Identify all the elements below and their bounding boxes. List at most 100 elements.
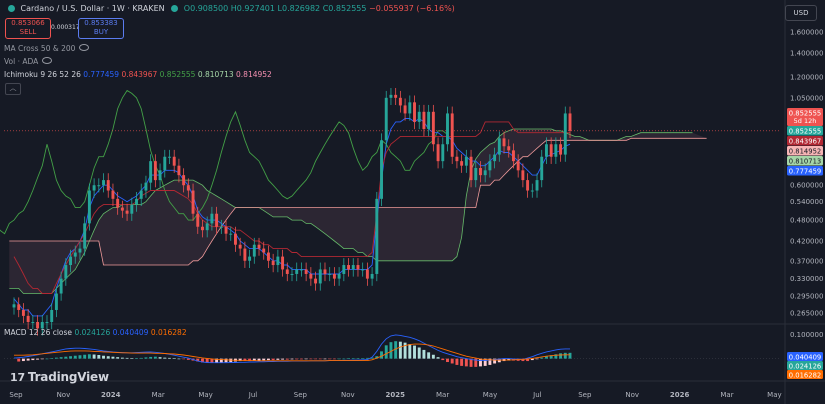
market-open-icon [8, 5, 15, 12]
buy-button[interactable]: 0.853383 BUY [78, 18, 124, 39]
macd-histogram-bar [92, 354, 96, 359]
macd-histogram-bar [281, 358, 285, 360]
y-tick-label: 1.600000 [790, 28, 823, 36]
sell-button[interactable]: 0.853066 SELL [5, 18, 51, 39]
macd-histogram-bar [83, 354, 87, 359]
symbol-title[interactable]: Cardano / U.S. Dollar · 1W · KRAKEN [20, 4, 165, 13]
macd-histogram-bar [210, 358, 214, 363]
ichimoku-legend[interactable]: Ichimoku 9 26 52 26 0.777459 0.843967 0.… [4, 70, 272, 79]
candle-body [446, 113, 449, 145]
x-tick-label: Nov [57, 391, 71, 399]
x-tick-label: Nov [341, 391, 355, 399]
candle-body [441, 144, 445, 162]
macd-histogram-bar [205, 358, 209, 363]
candle-body [554, 144, 558, 157]
candle-body [559, 144, 563, 155]
ohlc-open: O0.908500 [183, 4, 229, 13]
price-label-countdown: 5d 12h [794, 117, 817, 125]
macd-histogram-bar [544, 356, 548, 359]
candle-body [83, 223, 87, 249]
macd-histogram-bar [196, 358, 200, 362]
macd-histogram-bar [135, 358, 138, 359]
candle-body [78, 248, 82, 253]
candle-body [130, 204, 134, 214]
ohlc-close: C0.852555 [322, 4, 367, 13]
macd-histogram-bar [441, 358, 445, 361]
macd-price-label: 0.016282 [789, 372, 821, 380]
macd-signal-line [14, 343, 570, 362]
candle-body [248, 256, 252, 261]
macd-hist-value: 0.024126 [74, 328, 111, 337]
candle-body [309, 273, 313, 279]
macd-histogram-bar [356, 358, 360, 359]
candle-body [568, 113, 572, 131]
lagging-span-line [0, 89, 448, 235]
macd-histogram-bar [238, 358, 242, 362]
candle-body [153, 161, 157, 181]
price-label: 0.810713 [789, 158, 821, 166]
macd-histogram-bar [408, 344, 412, 359]
currency-button[interactable]: USD [785, 5, 817, 21]
candle-body [139, 190, 143, 199]
macd-histogram-bar [337, 358, 341, 360]
macd-histogram-bar [186, 358, 190, 360]
candle-body [497, 138, 501, 155]
macd-histogram-bar [304, 358, 308, 360]
macd-histogram-bar [144, 357, 148, 359]
macd-legend[interactable]: MACD 12 26 close 0.024126 0.040409 0.016… [4, 328, 187, 337]
kijun-sen-line [13, 121, 570, 294]
ohlc-low: L0.826982 [277, 4, 321, 13]
candle-body [380, 140, 383, 199]
x-tick-label: 2024 [101, 391, 121, 399]
macd-histogram-bar [125, 357, 129, 359]
macd-histogram-bar [69, 356, 73, 359]
macd-histogram-bar [87, 354, 91, 359]
candle-body [304, 269, 308, 274]
candle-body [337, 273, 341, 279]
macd-histogram-bar [361, 358, 365, 359]
candle-body [215, 213, 219, 227]
macd-histogram-bar [417, 347, 421, 359]
status-dot-icon [171, 5, 179, 12]
candle-body [201, 226, 204, 231]
tradingview-logo-icon: 17 [10, 371, 25, 384]
x-tick-label: Sep [9, 391, 23, 399]
macd-histogram-bar [50, 358, 54, 359]
candle-body [511, 150, 515, 162]
candle-body [389, 94, 393, 98]
macd-histogram-bar [474, 358, 478, 367]
eye-icon[interactable] [79, 44, 90, 51]
y-tick-label: 1.050000 [790, 94, 823, 102]
candle-body [177, 165, 181, 176]
collapse-legend-icon[interactable]: ︿ [5, 83, 21, 95]
candle-body [469, 156, 473, 181]
candle-body [460, 161, 464, 166]
macd-histogram-bar [21, 358, 25, 362]
candle-body [191, 190, 195, 214]
tradingview-logo[interactable]: 17 TradingView [10, 370, 109, 384]
candle-body [233, 233, 237, 245]
macd-histogram-bar [116, 357, 120, 359]
macd-histogram-bar [172, 358, 176, 359]
macd-histogram-bar [111, 356, 115, 359]
candle-body [356, 265, 360, 270]
macd-histogram-bar [248, 358, 252, 362]
candle-body [427, 111, 431, 129]
macd-histogram-bar [290, 358, 294, 360]
x-tick-label: 2025 [385, 391, 405, 399]
macd-price-label-bg [787, 370, 823, 379]
eye-icon[interactable] [42, 57, 53, 64]
x-tick-label: 2026 [670, 391, 690, 399]
macd-histogram-bar [422, 349, 426, 359]
candle-body [125, 210, 129, 214]
macd-histogram-bar [455, 358, 459, 365]
ma-cross-legend[interactable]: MA Cross 50 & 200 [4, 44, 90, 53]
x-tick-label: Jul [248, 391, 258, 399]
candle-body [521, 170, 525, 181]
macd-histogram-bar [158, 357, 162, 359]
macd-histogram-bar [413, 345, 416, 359]
macd-histogram-bar [153, 356, 157, 359]
macd-histogram-bar [483, 358, 487, 366]
volume-legend[interactable]: Vol · ADA [4, 57, 53, 66]
